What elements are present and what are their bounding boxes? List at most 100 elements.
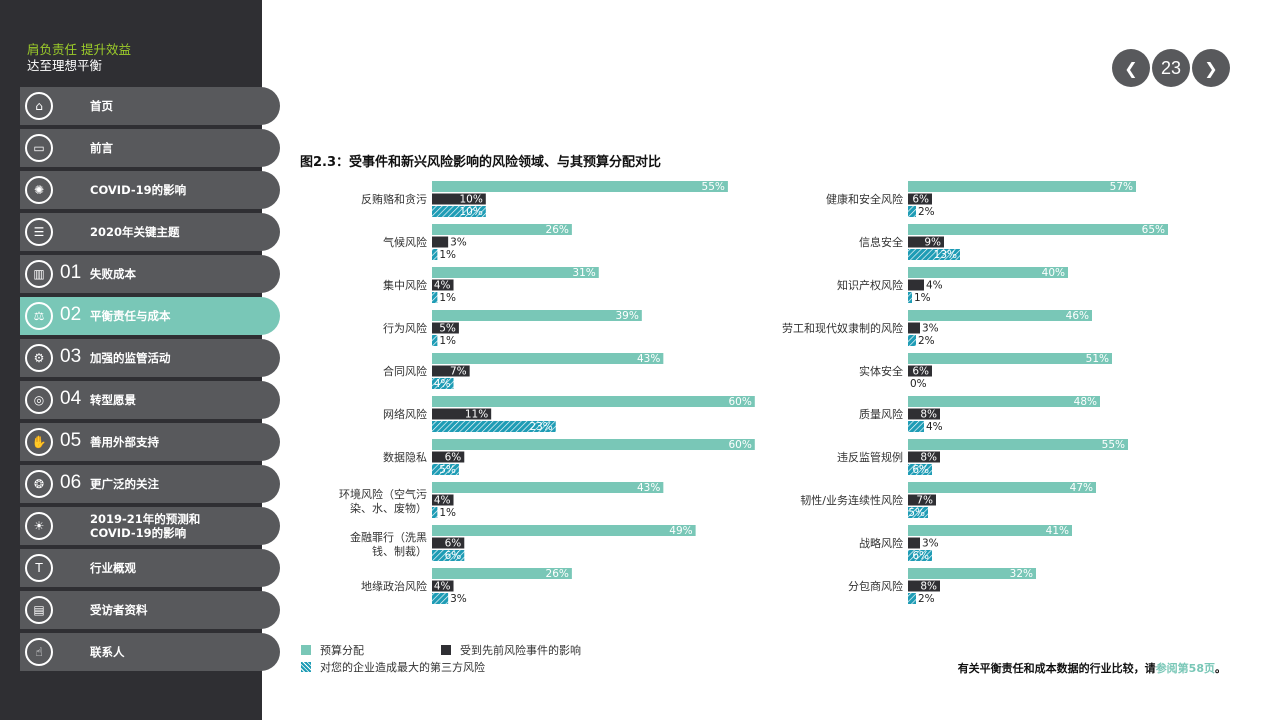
bar-budget (432, 439, 755, 450)
data-label: 4% (926, 280, 943, 292)
data-label: 10% (459, 194, 482, 206)
sidebar-item[interactable]: ▤ 受访者资料 (20, 591, 280, 629)
brand-line-2: 达至理想平衡 (27, 58, 103, 73)
data-label: 43% (637, 353, 660, 365)
data-label: 9% (924, 237, 941, 249)
handshake-icon: ✋ (25, 428, 53, 456)
data-label: 1% (439, 335, 456, 347)
sidebar-item[interactable]: ⌂ 首页 (20, 87, 280, 125)
sidebar-item-number: 01 (60, 262, 82, 283)
category-label: 反贿赂和贪污 (361, 192, 427, 206)
bar-impacted (432, 279, 454, 291)
data-label: 8% (920, 409, 937, 421)
bar-impacted (908, 580, 940, 592)
bar-budget (908, 267, 1068, 278)
bar-impacted (432, 408, 492, 420)
sidebar-item[interactable]: ✋ 05 善用外部支持 (20, 423, 280, 461)
sidebar-item-label: 2019-21年的预测和 COVID-19的影响 (90, 512, 201, 540)
sidebar: 肩负责任 提升效益 达至理想平衡 ⌂ 首页 ▭ 前言 ✺ COVID-19的影响 ☰ 2020… (0, 0, 280, 720)
data-label: 6% (445, 550, 462, 562)
bar-budget (432, 525, 696, 536)
category-label: 金融罪行（洗黑钱、制裁） (350, 530, 427, 558)
footnote-text: 有关平衡责任和成本数据的行业比较，请 (957, 662, 1156, 675)
bar-budget (908, 439, 1128, 450)
data-label: 3% (922, 323, 939, 335)
sidebar-item-label: 首页 (90, 99, 113, 113)
sidebar-item[interactable]: ◎ 04 转型愿景 (20, 381, 280, 419)
sidebar-item-label: 失败成本 (90, 267, 136, 281)
category-label: 气候风险 (383, 235, 427, 249)
data-label: 31% (572, 267, 595, 279)
chart-svg: 反贿赂和贪污55%10%10%气候风险26%3%1%集中风险31%4%1%行为风… (339, 181, 755, 605)
sidebar-item[interactable]: ✺ COVID-19的影响 (20, 171, 280, 209)
bar-impacted (908, 494, 936, 506)
bar-impacted (908, 193, 932, 205)
data-label: 6% (912, 194, 929, 206)
scales-icon: ⚖ (25, 302, 53, 330)
bar-impacted (908, 365, 932, 377)
footnote-link[interactable]: 参阅第58页 (1155, 662, 1215, 675)
category-label: 行为风险 (383, 321, 427, 335)
category-label: 信息安全 (859, 235, 903, 249)
figure-title: 图2.3：受事件和新兴风险影响的风险领域、与其预算分配对比 (300, 155, 662, 170)
previous-page-button[interactable]: ❮ (1112, 49, 1150, 87)
sidebar-item[interactable]: ▭ 前言 (20, 129, 280, 167)
category-label: 知识产权风险 (837, 278, 903, 292)
sidebar-item[interactable]: ☝ 联系人 (20, 633, 280, 671)
legend-label-budget: 预算分配 (320, 644, 364, 657)
data-label: 6% (445, 538, 462, 550)
next-page-button[interactable]: ❯ (1192, 49, 1230, 87)
sidebar-item[interactable]: ▥ 01 失败成本 (20, 255, 280, 293)
category-label: 地缘政治风险 (361, 579, 427, 593)
data-label: 13% (934, 249, 957, 261)
sidebar-item-number: 04 (60, 388, 82, 409)
sidebar-item[interactable]: ☰ 2020年关键主题 (20, 213, 280, 251)
data-label: 47% (1070, 482, 1093, 494)
bar-third-party (432, 378, 454, 389)
data-label: 3% (450, 593, 467, 605)
data-label: 49% (669, 525, 692, 537)
data-label: 8% (920, 452, 937, 464)
sidebar-item[interactable]: ⚖ 02 平衡责任与成本 (20, 297, 280, 335)
sidebar-item-number: 03 (60, 346, 82, 367)
data-label: 6% (912, 464, 929, 476)
bar-budget (432, 353, 664, 364)
data-label: 46% (1066, 310, 1089, 322)
data-label: 7% (450, 366, 467, 378)
data-label: 60% (728, 439, 751, 451)
data-label: 55% (1102, 439, 1125, 451)
virus-sun-icon: ☀ (25, 512, 53, 540)
data-label: 4% (434, 495, 451, 507)
data-label: 1% (914, 292, 931, 304)
data-label: 1% (439, 507, 456, 519)
bar-third-party (432, 335, 438, 346)
sidebar-item-number: 02 (60, 304, 82, 325)
footnote: 有关平衡责任和成本数据的行业比较，请参阅第58页。 (958, 660, 1226, 676)
data-label: 32% (1010, 568, 1033, 580)
sidebar-item[interactable]: ❂ 06 更广泛的关注 (20, 465, 280, 503)
sidebar-item[interactable]: ☀ 2019-21年的预测和 COVID-19的影响 (20, 507, 280, 545)
category-label: 健康和安全风险 (826, 192, 903, 206)
sidebar-item[interactable]: T 行业概观 (20, 549, 280, 587)
bar-impacted (432, 537, 465, 549)
bar-impacted (432, 193, 486, 205)
data-label: 55% (702, 181, 725, 193)
bar-impacted (908, 322, 920, 334)
data-label: 1% (439, 292, 456, 304)
data-label: 43% (637, 482, 660, 494)
bar-third-party (432, 507, 438, 518)
data-label: 10% (459, 206, 482, 218)
bar-third-party (908, 335, 916, 346)
data-label: 8% (920, 581, 937, 593)
sidebar-item-label: 转型愿景 (90, 393, 136, 407)
legend-swatch-budget (301, 645, 311, 655)
bar-budget (432, 396, 755, 407)
target-icon: ◎ (25, 386, 53, 414)
data-label: 5% (439, 323, 456, 335)
brand-line-1: 肩负责任 提升效益 (27, 42, 131, 57)
bar-impacted (908, 451, 940, 463)
bar-impacted (908, 236, 944, 248)
bar-third-party (432, 206, 486, 217)
sidebar-item[interactable]: ⚙ 03 加强的监管活动 (20, 339, 280, 377)
bar-budget (432, 267, 599, 278)
